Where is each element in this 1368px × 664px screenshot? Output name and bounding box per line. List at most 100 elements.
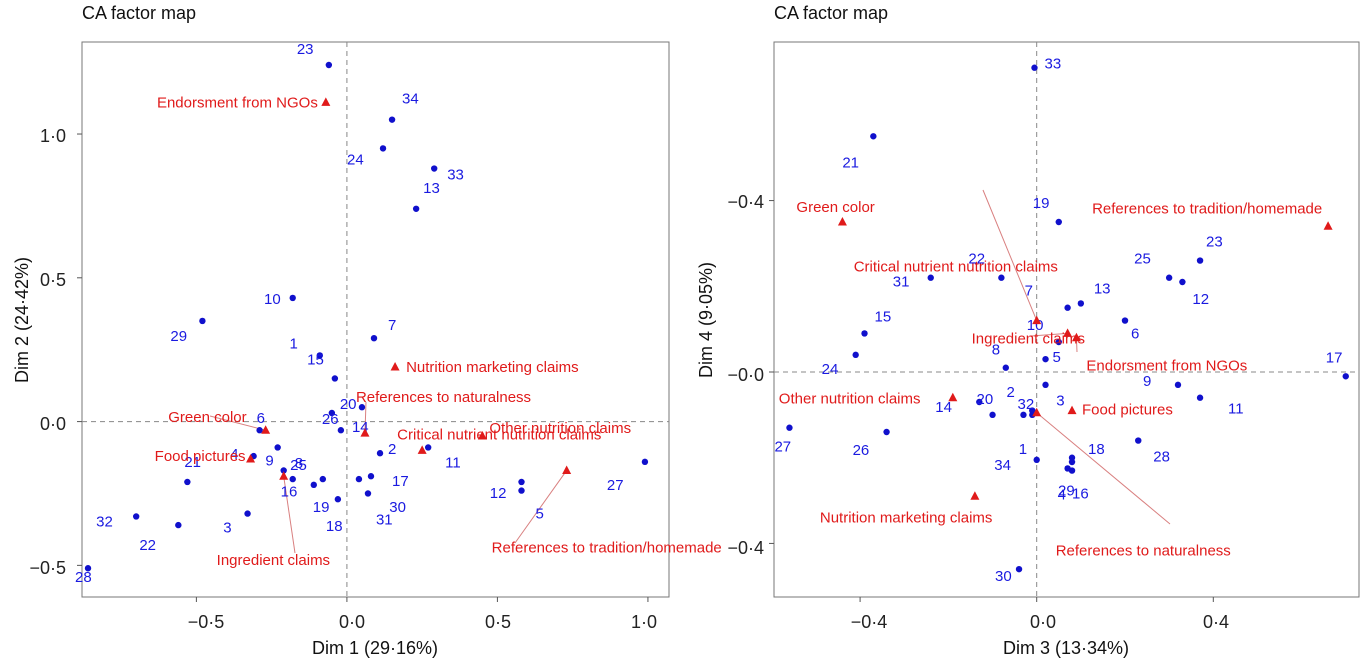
- row-point-label: 25: [1134, 251, 1151, 268]
- row-point: [132, 513, 140, 520]
- row-point: [1055, 218, 1062, 226]
- column-point-label: Nutrition marketing claims: [406, 359, 579, 376]
- row-point-label: 1: [1019, 441, 1027, 458]
- column-point: [246, 453, 256, 463]
- row-point: [325, 61, 333, 69]
- row-point-label: 9: [265, 452, 273, 469]
- row-point-label: 10: [264, 291, 281, 308]
- row-point-label: 33: [1044, 56, 1061, 73]
- row-point: [280, 467, 287, 474]
- row-point-label: 6: [257, 410, 265, 427]
- y-tick-labels: −0·4 −0·0 −0·4: [727, 192, 764, 558]
- column-point: [1067, 405, 1077, 415]
- row-point: [1196, 394, 1204, 401]
- plot-area: 1234567891011121314151617181920212223242…: [75, 41, 722, 602]
- row-point-label: 26: [853, 442, 870, 459]
- label-leader-line: [209, 415, 266, 431]
- row-point: [334, 496, 342, 503]
- row-point-label: 8: [992, 342, 1000, 359]
- row-point: [861, 330, 868, 337]
- row-point: [376, 450, 384, 457]
- row-point: [1015, 565, 1023, 573]
- row-point: [1055, 338, 1062, 346]
- row-point-label: 30: [995, 568, 1012, 585]
- row-point-label: 21: [184, 454, 201, 471]
- row-point: [1121, 317, 1129, 324]
- x-tick-label: 0·0: [339, 612, 365, 632]
- row-point-label: 15: [307, 351, 324, 368]
- row-point: [786, 424, 793, 431]
- row-point-label: 7: [1025, 283, 1033, 300]
- row-point: [1064, 304, 1071, 311]
- row-point-label: 33: [447, 167, 464, 184]
- row-point: [355, 475, 363, 483]
- row-point: [358, 404, 366, 411]
- row-point: [84, 565, 92, 572]
- row-point: [1002, 364, 1009, 371]
- row-point-label: 5: [535, 506, 543, 523]
- y-tick-label: −0·5: [29, 558, 66, 578]
- column-point-label: Green color: [796, 199, 874, 216]
- label-leader-line: [514, 470, 568, 544]
- row-point: [316, 352, 324, 359]
- row-point-label: 17: [392, 473, 409, 490]
- row-point: [1033, 456, 1040, 464]
- column-point-label: Food pictures: [155, 448, 246, 465]
- row-point-label: 30: [389, 499, 406, 516]
- row-point: [367, 473, 375, 480]
- y-tick-label: −0·4: [727, 192, 764, 212]
- y-tick-label: 1·0: [40, 126, 66, 146]
- row-point: [199, 317, 206, 325]
- x-axis-title: Dim 3 (13·34%): [1003, 638, 1129, 658]
- row-point-label: 16: [281, 483, 298, 500]
- row-point-label: 27: [607, 477, 624, 494]
- column-point-label: References to naturalness: [356, 389, 531, 406]
- row-point-label: 32: [1018, 396, 1035, 413]
- row-point: [289, 475, 296, 483]
- row-point-label: 26: [322, 411, 339, 428]
- x-tick-label: −0·5: [188, 612, 225, 632]
- y-axis-title: Dim 2 (24·42%): [12, 257, 32, 383]
- row-point: [1165, 274, 1173, 281]
- row-point-label: 18: [1088, 441, 1105, 458]
- row-point-label: 8: [295, 455, 303, 472]
- y-tick-label: 0·0: [40, 414, 66, 434]
- row-point-label: 11: [445, 454, 461, 471]
- row-point: [927, 274, 934, 281]
- column-point-label: Critical nutrient nutrition claims: [397, 426, 601, 443]
- row-point-label: 34: [994, 457, 1011, 474]
- label-leader-line: [364, 401, 367, 434]
- row-point: [852, 351, 859, 359]
- row-point: [244, 510, 251, 517]
- column-point: [390, 361, 400, 371]
- label-leader-line: [1030, 332, 1068, 337]
- row-point-label: 13: [423, 180, 440, 197]
- x-axis-title: Dim 1 (29·16%): [312, 638, 438, 658]
- row-point-label: 5: [1053, 349, 1061, 366]
- plot-frame: [773, 41, 1360, 598]
- y-tick-label: −0·4: [727, 538, 764, 558]
- column-point-label: Other nutrition claims: [489, 420, 631, 437]
- row-point-label: 29: [1058, 483, 1075, 500]
- row-point: [328, 409, 336, 417]
- chart-title: CA factor map: [82, 3, 196, 23]
- column-point: [261, 425, 271, 434]
- row-point: [1031, 64, 1038, 71]
- row-point-label: 17: [1326, 349, 1343, 366]
- row-point: [1179, 278, 1186, 286]
- column-point: [837, 217, 847, 226]
- label-leader-line: [982, 189, 1038, 321]
- row-point-label: 34: [402, 91, 419, 108]
- row-point-label: 29: [170, 328, 187, 345]
- row-point: [1068, 454, 1076, 461]
- row-point: [1135, 437, 1142, 444]
- row-point-label: 6: [1131, 326, 1139, 343]
- column-point: [948, 392, 958, 402]
- row-point: [184, 478, 191, 486]
- row-point-label: 23: [297, 41, 314, 58]
- column-point-label: Critical nutrient nutrition claims: [854, 259, 1058, 276]
- chart-panel-2: CA factor map Dim 3 (13·34%) Dim 4 (9·05…: [696, 3, 1360, 658]
- row-point: [976, 398, 983, 406]
- row-point-label: 22: [968, 251, 985, 268]
- row-point-label: 32: [96, 513, 113, 530]
